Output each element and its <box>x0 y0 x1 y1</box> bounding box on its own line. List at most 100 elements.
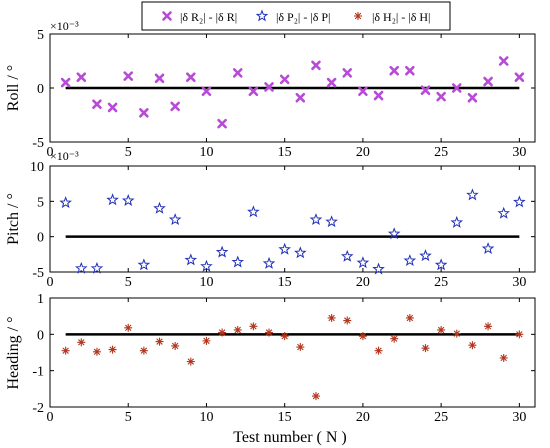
data-point <box>389 65 399 76</box>
x-tick-label: 20 <box>356 275 370 290</box>
legend: |δ R₂| - |δ R| |δ P₂| - |δ P| |δ H₂| - |… <box>141 1 451 31</box>
plot-frame <box>49 297 536 408</box>
data-point <box>497 206 511 219</box>
data-point <box>467 92 478 103</box>
data-point <box>168 213 182 226</box>
data-point <box>374 346 383 355</box>
data-point <box>468 341 477 350</box>
legend-item-roll: |δ R₂| - |δ R| <box>162 10 237 24</box>
legend-marker <box>162 11 172 21</box>
data-point <box>515 330 524 339</box>
data-point <box>155 337 164 346</box>
data-point <box>387 227 401 240</box>
legend-label-pitch: |δ P₂| - |δ P| <box>276 10 330 24</box>
ylabel-roll: Roll / ° <box>5 65 22 111</box>
data-point <box>264 82 274 92</box>
legend-marker <box>354 12 362 20</box>
y-tick-label: 5 <box>37 195 44 210</box>
data-point <box>233 325 242 334</box>
legend-marker-glyph <box>354 12 362 20</box>
data-point <box>202 336 211 345</box>
data-point <box>481 242 495 255</box>
y-tick-label: 1 <box>37 292 44 307</box>
y-tick-label: 0 <box>37 82 44 97</box>
y-tick-label: 0 <box>37 231 44 246</box>
x-tick-label: 25 <box>434 275 448 290</box>
data-point <box>419 249 432 262</box>
ylabel-heading: Heading / ° <box>5 316 22 389</box>
data-point <box>325 215 338 228</box>
panel-roll: ×10⁻³ Roll / ° 0 5 10 15 20 25 30-505 <box>5 19 536 160</box>
data-point <box>124 323 133 332</box>
data-point <box>327 313 336 322</box>
legend-box <box>141 1 451 31</box>
data-point <box>437 325 446 334</box>
data-point <box>514 72 525 82</box>
data-point <box>484 322 493 331</box>
x-tick-label: 0 <box>47 275 54 290</box>
data-point <box>139 108 149 118</box>
data-point <box>201 86 212 97</box>
legend-item-pitch: |δ P₂| - |δ P| <box>255 9 330 24</box>
data-point <box>106 193 119 206</box>
data-point <box>405 65 415 76</box>
data-point <box>342 68 353 78</box>
data-point <box>60 77 71 88</box>
plot-frame <box>49 165 536 273</box>
data-point <box>121 194 135 206</box>
x-tick-label: 30 <box>512 410 526 425</box>
data-point <box>279 74 290 85</box>
data-point <box>278 242 291 255</box>
data-point <box>107 102 118 113</box>
x-tick-label: 30 <box>512 275 526 290</box>
exponent-label-pitch: ×10⁻³ <box>50 149 79 163</box>
data-point <box>434 258 448 271</box>
data-point <box>217 118 227 129</box>
x-tick-label: 10 <box>199 145 213 160</box>
data-point <box>343 316 352 325</box>
y-tick-label: 0 <box>37 328 44 343</box>
legend-marker-glyph <box>255 9 269 22</box>
x-tick-label: 5 <box>125 275 132 290</box>
legend-item-heading: |δ H₂| - |δ H| <box>354 10 430 24</box>
ylabel-pitch: Pitch / ° <box>5 193 22 245</box>
data-point <box>92 347 101 356</box>
data-point <box>311 392 320 401</box>
legend-marker-glyph <box>162 11 172 21</box>
x-tick-label: 10 <box>199 275 213 290</box>
data-point <box>265 328 274 337</box>
data-point <box>154 73 165 84</box>
data-point <box>452 329 461 338</box>
data-point <box>294 246 307 259</box>
data-point <box>92 99 102 109</box>
x-tick-label: 5 <box>125 410 132 425</box>
x-tick-label: 15 <box>278 275 292 290</box>
y-tick-label: -2 <box>32 401 44 416</box>
y-tick-label: -5 <box>32 136 44 151</box>
data-point <box>218 328 227 337</box>
x-tick-label: 20 <box>356 145 370 160</box>
data-point <box>513 195 526 208</box>
data-point <box>421 344 430 353</box>
data-point <box>153 201 166 214</box>
data-point <box>186 357 195 366</box>
x-tick-label: 25 <box>434 410 448 425</box>
legend-label-roll: |δ R₂| - |δ R| <box>180 10 237 24</box>
data-point <box>247 205 260 218</box>
data-point <box>186 72 196 82</box>
data-point <box>76 72 87 82</box>
data-point <box>483 76 493 87</box>
data-point <box>372 262 385 275</box>
data-point <box>280 332 289 341</box>
data-point <box>340 249 354 262</box>
x-tick-label: 5 <box>125 145 132 160</box>
data-point <box>358 332 367 341</box>
data-point <box>390 334 399 343</box>
data-point <box>262 256 276 269</box>
data-point <box>311 60 321 71</box>
data-point <box>296 343 305 352</box>
exponent-label-roll: ×10⁻³ <box>50 19 79 33</box>
data-point <box>373 90 384 101</box>
